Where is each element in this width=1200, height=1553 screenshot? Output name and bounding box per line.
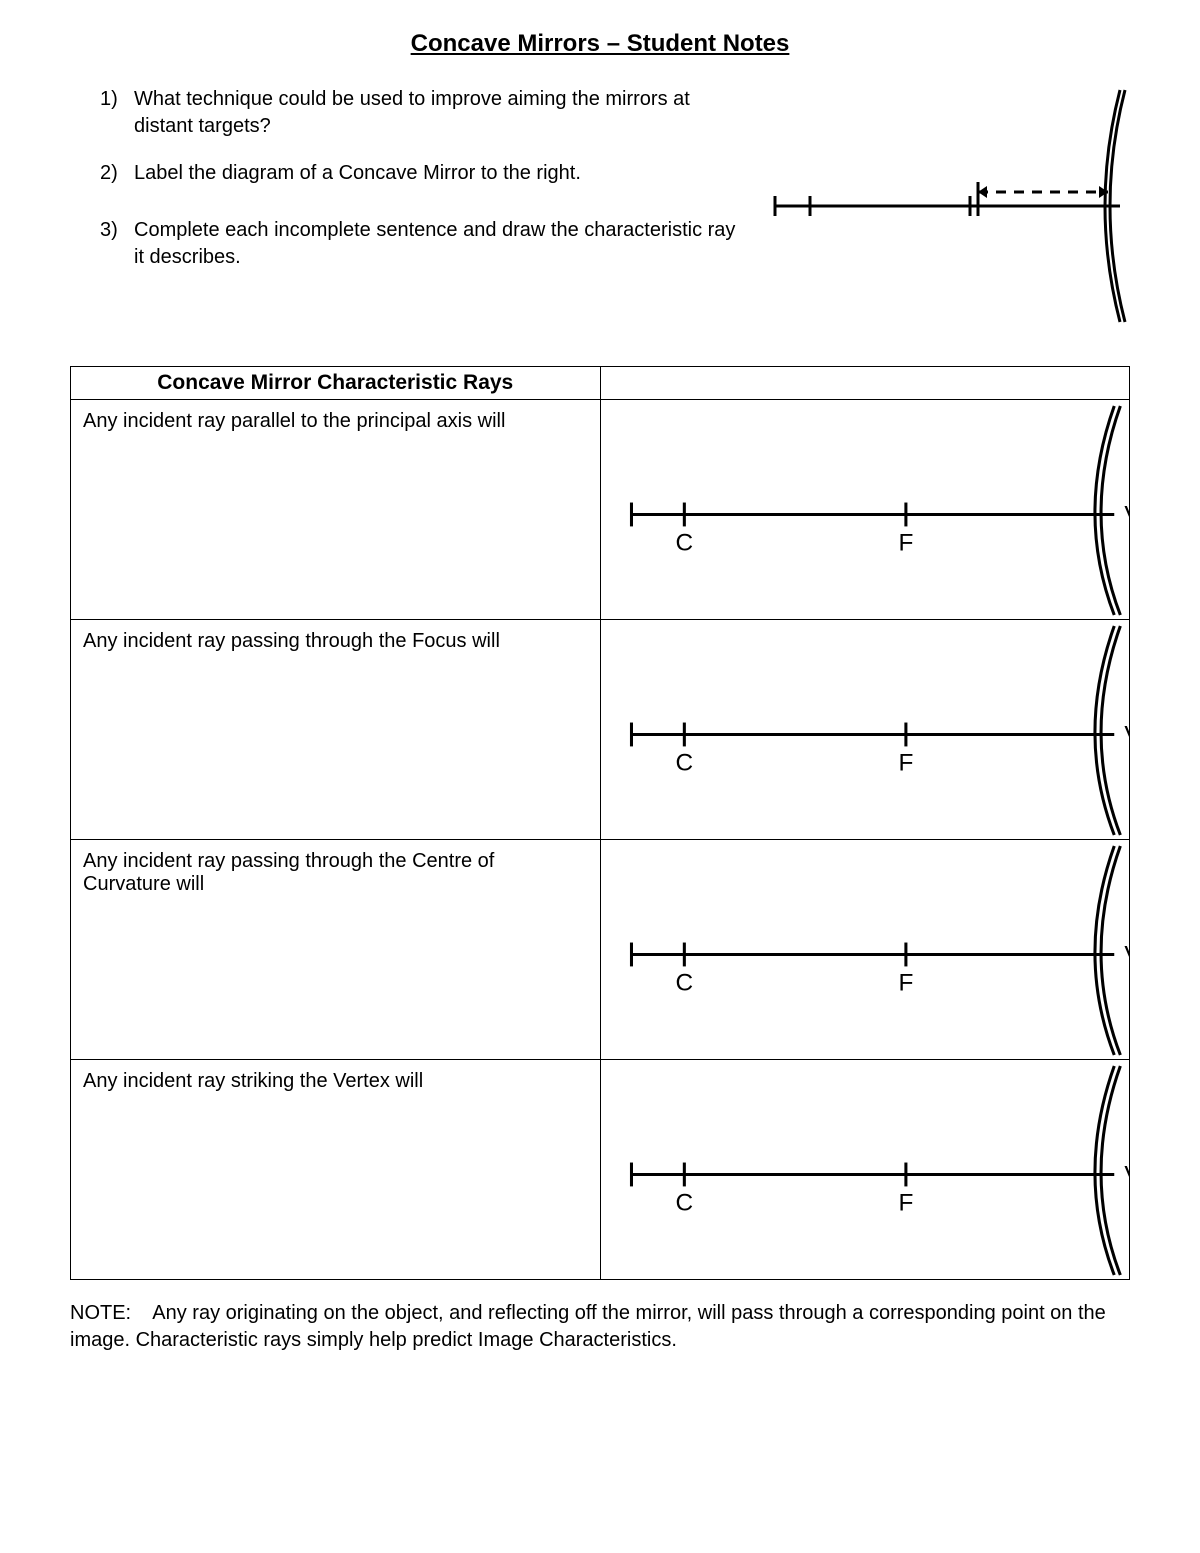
svg-text:V: V <box>1124 502 1129 529</box>
svg-text:C: C <box>675 750 693 777</box>
worksheet-page: Concave Mirrors – Student Notes 1) What … <box>0 0 1200 1553</box>
question-text: Label the diagram of a Concave Mirror to… <box>134 160 750 187</box>
question-text: Complete each incomplete sentence and dr… <box>134 217 750 271</box>
table-header-blank <box>600 367 1130 400</box>
characteristic-rays-table: Concave Mirror Characteristic Rays Any i… <box>70 366 1130 1280</box>
table-header: Concave Mirror Characteristic Rays <box>71 367 601 400</box>
table-row: Any incident ray passing through the Foc… <box>71 620 1130 840</box>
footnote: NOTE: Any ray originating on the object,… <box>70 1300 1130 1354</box>
question-number: 2) <box>100 160 134 187</box>
ray-diagram-cell: C F V <box>600 1060 1130 1280</box>
concave-mirror-diagram-svg: C F V <box>601 1060 1130 1279</box>
ray-description-cell: Any incident ray passing through the Foc… <box>71 620 601 840</box>
concave-mirror-top-svg <box>770 86 1130 326</box>
note-text: Any ray originating on the object, and r… <box>70 1302 1106 1351</box>
table-row: Any incident ray passing through the Cen… <box>71 840 1130 1060</box>
table-row: Any incident ray striking the Vertex wil… <box>71 1060 1130 1280</box>
concave-mirror-diagram-svg: C F V <box>601 840 1130 1059</box>
question-number: 3) <box>100 217 134 271</box>
ray-diagram-cell: C F V <box>600 620 1130 840</box>
svg-text:C: C <box>675 970 693 997</box>
note-label: NOTE: <box>70 1302 131 1324</box>
svg-text:F: F <box>898 1190 913 1217</box>
table-row: Any incident ray parallel to the princip… <box>71 400 1130 620</box>
question-item: 1) What technique could be used to impro… <box>100 86 750 140</box>
ray-description-cell: Any incident ray passing through the Cen… <box>71 840 601 1060</box>
question-number: 1) <box>100 86 134 140</box>
svg-text:V: V <box>1124 942 1129 969</box>
svg-text:V: V <box>1124 722 1129 749</box>
ray-diagram-cell: C F V <box>600 400 1130 620</box>
question-item: 3) Complete each incomplete sentence and… <box>100 217 750 271</box>
question-item: 2) Label the diagram of a Concave Mirror… <box>100 160 750 187</box>
svg-text:V: V <box>1124 1162 1129 1189</box>
svg-text:F: F <box>898 530 913 557</box>
svg-text:F: F <box>898 750 913 777</box>
concave-mirror-diagram-svg: C F V <box>601 400 1130 619</box>
concave-mirror-diagram-svg: C F V <box>601 620 1130 839</box>
ray-description-cell: Any incident ray striking the Vertex wil… <box>71 1060 601 1280</box>
svg-text:F: F <box>898 970 913 997</box>
label-diagram <box>770 86 1130 326</box>
svg-text:C: C <box>675 1190 693 1217</box>
top-section: 1) What technique could be used to impro… <box>70 86 1130 326</box>
ray-diagram-cell: C F V <box>600 840 1130 1060</box>
svg-text:C: C <box>675 530 693 557</box>
ray-description-cell: Any incident ray parallel to the princip… <box>71 400 601 620</box>
page-title: Concave Mirrors – Student Notes <box>70 30 1130 58</box>
question-text: What technique could be used to improve … <box>134 86 750 140</box>
question-list: 1) What technique could be used to impro… <box>70 86 770 291</box>
